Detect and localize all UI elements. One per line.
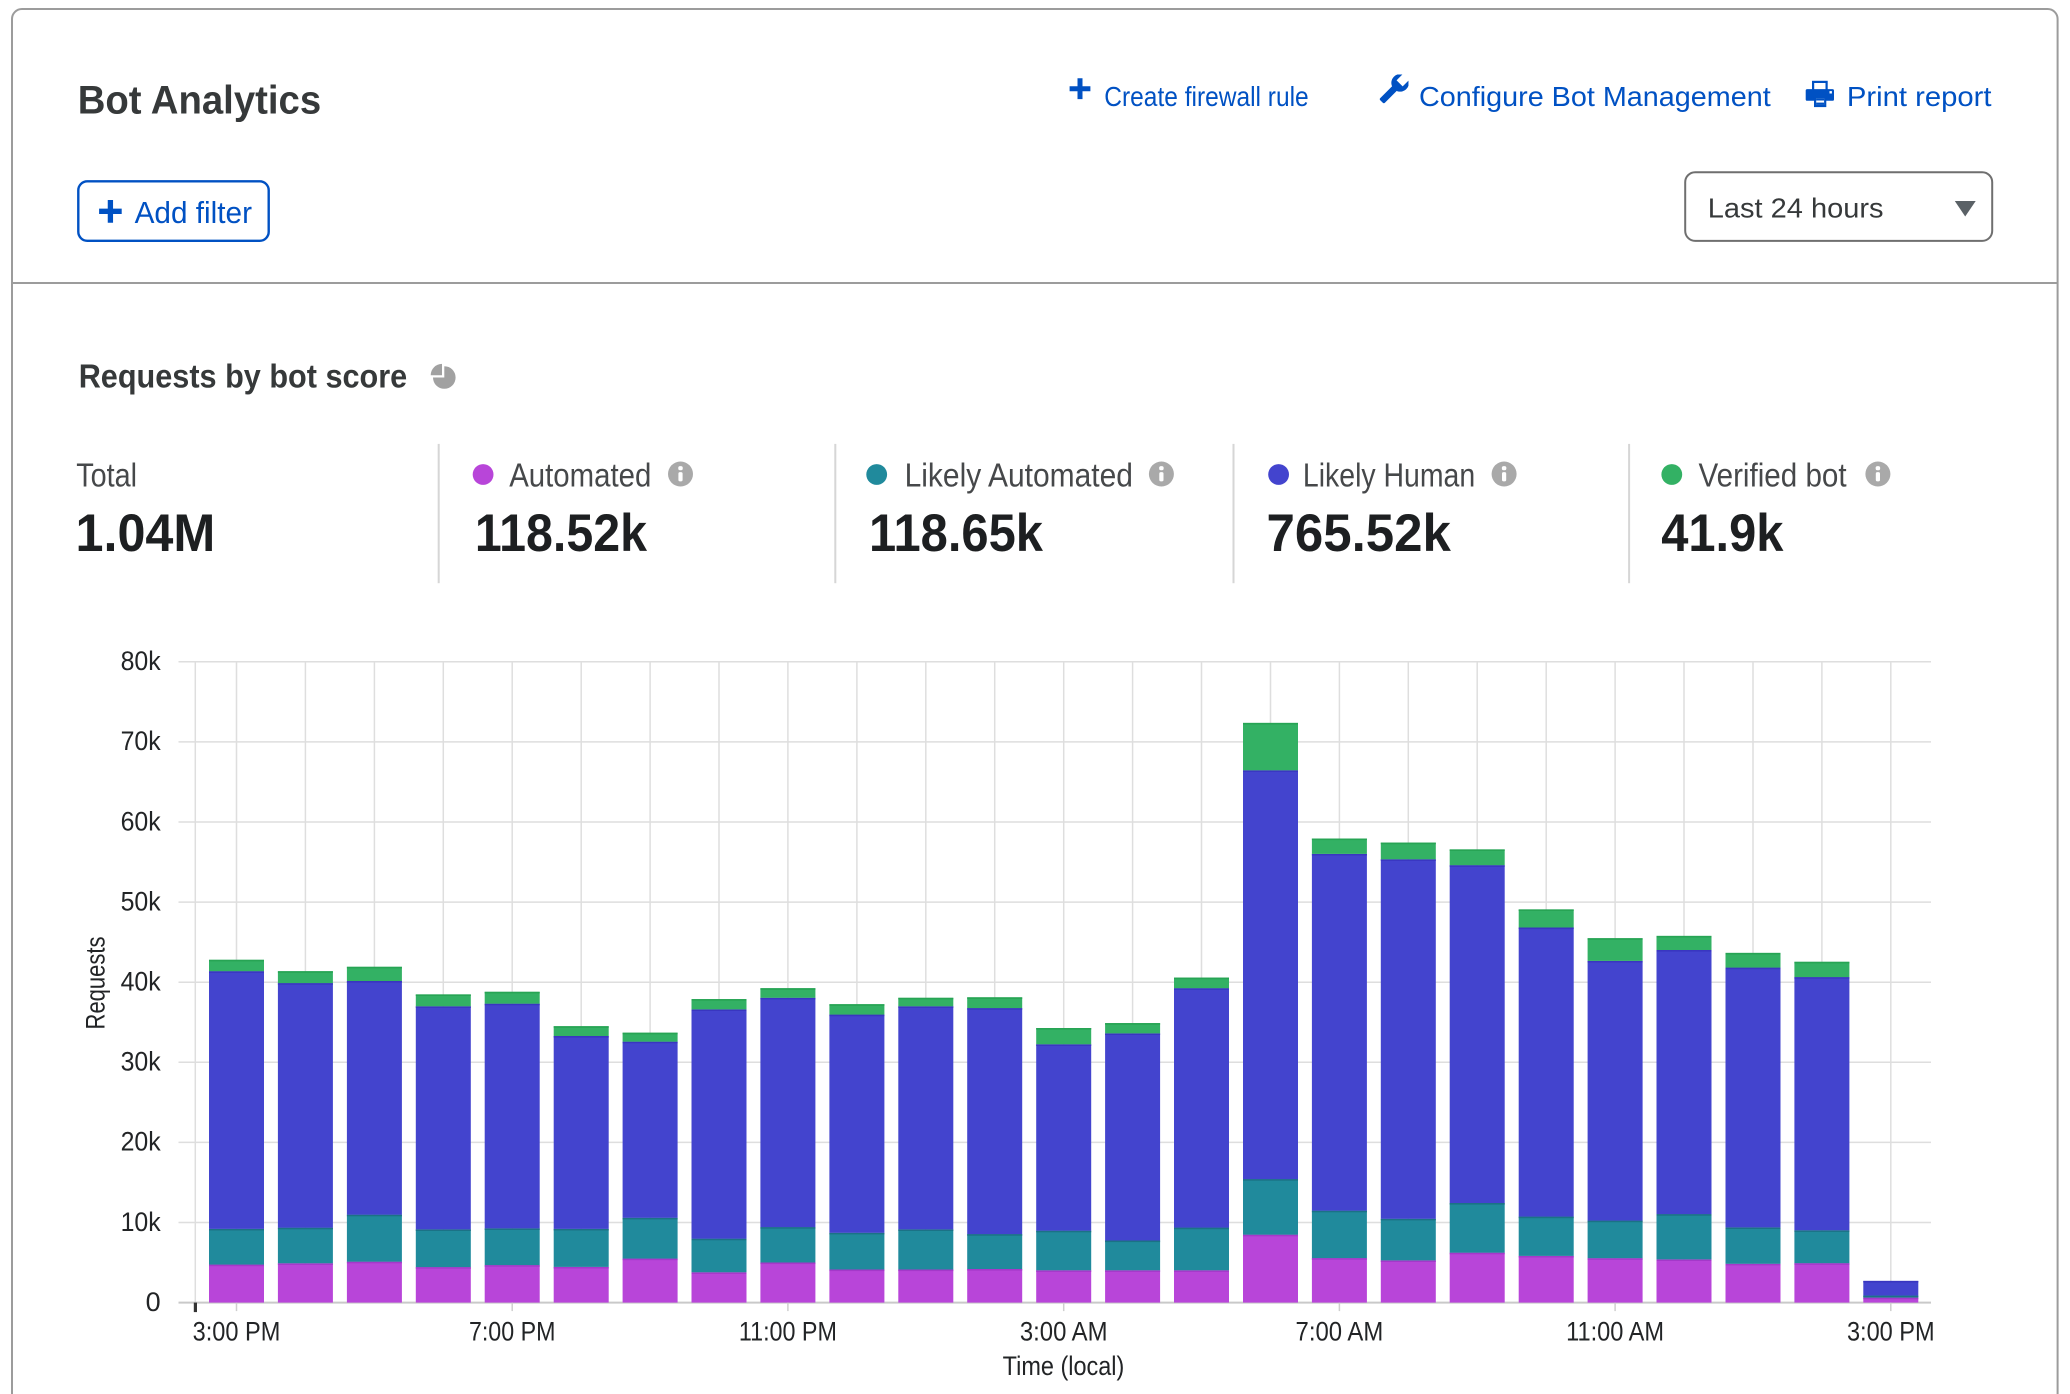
svg-text:40k: 40k xyxy=(121,967,162,997)
svg-text:50k: 50k xyxy=(121,886,162,916)
svg-text:60k: 60k xyxy=(121,806,162,836)
svg-text:Time (local): Time (local) xyxy=(1003,1351,1125,1381)
svg-text:Likely Human: Likely Human xyxy=(1303,457,1475,494)
svg-text:765.52k: 765.52k xyxy=(1267,504,1452,563)
svg-text:11:00 AM: 11:00 AM xyxy=(1566,1317,1664,1347)
svg-text:11:00 PM: 11:00 PM xyxy=(739,1317,837,1347)
svg-text:7:00 PM: 7:00 PM xyxy=(469,1317,556,1347)
svg-text:118.52k: 118.52k xyxy=(475,504,648,563)
svg-text:Create firewall rule: Create firewall rule xyxy=(1104,81,1308,112)
svg-text:20k: 20k xyxy=(121,1127,162,1157)
svg-text:Requests: Requests xyxy=(81,937,111,1030)
svg-text:1.04M: 1.04M xyxy=(76,504,216,563)
svg-text:10k: 10k xyxy=(121,1207,162,1237)
svg-text:Print report: Print report xyxy=(1847,81,1992,112)
svg-text:70k: 70k xyxy=(121,726,162,756)
svg-text:Total: Total xyxy=(76,457,137,494)
svg-text:3:00 PM: 3:00 PM xyxy=(1847,1317,1935,1347)
svg-text:3:00 PM: 3:00 PM xyxy=(193,1317,281,1347)
svg-text:30k: 30k xyxy=(121,1047,162,1077)
svg-text:Automated: Automated xyxy=(509,457,651,494)
svg-text:118.65k: 118.65k xyxy=(869,504,1043,563)
svg-text:Add filter: Add filter xyxy=(135,195,252,230)
svg-text:Requests by bot score: Requests by bot score xyxy=(79,358,408,395)
svg-text:Last 24 hours: Last 24 hours xyxy=(1708,193,1884,224)
svg-text:3:00 AM: 3:00 AM xyxy=(1020,1317,1108,1347)
svg-text:Likely Automated: Likely Automated xyxy=(905,457,1133,494)
svg-text:0: 0 xyxy=(146,1287,161,1317)
svg-text:41.9k: 41.9k xyxy=(1661,504,1784,563)
svg-text:80k: 80k xyxy=(121,646,162,676)
svg-text:7:00 AM: 7:00 AM xyxy=(1296,1317,1384,1347)
svg-text:Verified bot: Verified bot xyxy=(1699,457,1847,494)
svg-text:Configure Bot Management: Configure Bot Management xyxy=(1419,81,1771,112)
svg-text:Bot Analytics: Bot Analytics xyxy=(78,79,322,123)
